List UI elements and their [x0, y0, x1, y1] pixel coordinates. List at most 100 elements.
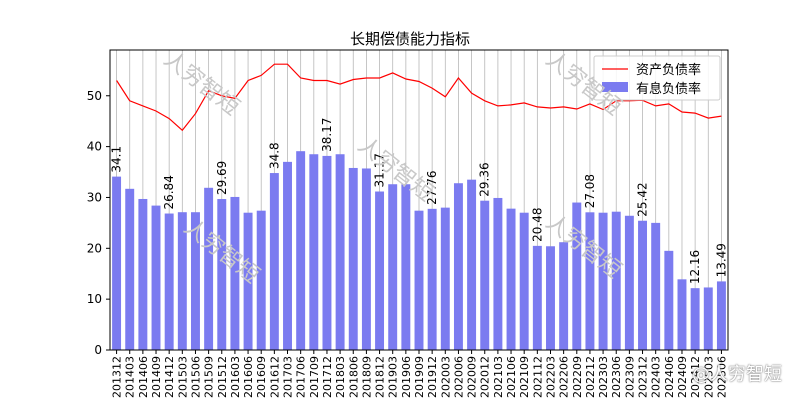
- y-tick-label: 30: [87, 190, 102, 204]
- x-tick-label: 202309: [623, 356, 636, 398]
- bar: [690, 288, 700, 350]
- x-tick-label: 202006: [452, 356, 465, 398]
- data-label: 29.36: [478, 162, 492, 196]
- x-tick-label: 202112: [531, 356, 544, 398]
- x-tick-label: 201412: [163, 356, 176, 398]
- series-line: [116, 63, 722, 132]
- x-tick-label: 201906: [400, 356, 413, 398]
- bar: [177, 212, 187, 350]
- data-label: 27.76: [425, 170, 439, 204]
- x-tick-label: 202212: [584, 356, 597, 398]
- data-label: 38.17: [320, 118, 334, 152]
- bar: [164, 213, 174, 350]
- x-tick-label: 202106: [505, 356, 518, 398]
- bar: [335, 154, 345, 350]
- bar: [467, 179, 477, 350]
- x-tick-label: 201706: [295, 356, 308, 398]
- bar: [269, 173, 279, 350]
- x-tick-label: 202012: [479, 356, 492, 398]
- data-label: 29.69: [215, 161, 229, 195]
- x-tick-label: 201912: [426, 356, 439, 398]
- bar: [125, 188, 135, 350]
- data-label: 26.84: [162, 175, 176, 209]
- y-tick-label: 20: [87, 241, 102, 255]
- bar: [427, 208, 437, 350]
- x-tick-label: 202203: [544, 356, 557, 398]
- bar: [243, 212, 253, 350]
- bar: [296, 151, 306, 350]
- legend-label: 有息负债率: [636, 81, 701, 97]
- bar: [309, 154, 319, 350]
- x-tick-label: 202109: [518, 356, 531, 398]
- x-tick-label: 201312: [111, 356, 124, 398]
- bar: [453, 183, 463, 350]
- x-tick-label: 202503: [702, 356, 715, 398]
- bar: [230, 196, 240, 350]
- bar: [190, 212, 200, 350]
- x-tick-label: 201909: [413, 356, 426, 398]
- data-label: 25.42: [636, 182, 650, 216]
- x-tick-label: 201409: [150, 356, 163, 398]
- legend-label: 资产负债率: [636, 62, 701, 78]
- bar: [716, 281, 726, 350]
- bar: [138, 198, 148, 350]
- bar: [624, 215, 634, 350]
- bar: [283, 161, 292, 350]
- x-tick-label: 201709: [308, 356, 321, 398]
- x-tick-label: 202209: [571, 356, 584, 398]
- chart-title: 长期偿债能力指标: [350, 30, 470, 48]
- bar: [348, 167, 358, 350]
- x-tick-label: 202506: [715, 356, 728, 398]
- bar: [414, 210, 424, 350]
- data-label: 20.48: [530, 208, 544, 242]
- axes: 0 10 20 30 40 50 201312 201403 201406 201409 20141…: [87, 49, 729, 398]
- legend-bar-swatch: [602, 82, 628, 92]
- x-tick-label: 201609: [255, 356, 268, 398]
- bar: [572, 202, 582, 350]
- x-tick-label: 201812: [374, 356, 387, 398]
- x-tick-label: 202009: [466, 356, 479, 398]
- bar: [651, 222, 661, 350]
- data-label: 34.1: [110, 146, 124, 173]
- data-label: 31.17: [373, 153, 387, 187]
- x-tick-label: 202303: [597, 356, 610, 398]
- x-tick-label: 202003: [439, 356, 452, 398]
- bar: [217, 199, 227, 350]
- data-label: 13.49: [714, 243, 728, 277]
- x-tick-label: 201809: [360, 356, 373, 398]
- x-tick-label: 201603: [229, 356, 242, 398]
- x-tick-label: 202412: [689, 356, 702, 398]
- bar: [506, 208, 516, 350]
- x-tick-label: 201703: [282, 356, 295, 398]
- data-label: 27.08: [583, 174, 597, 208]
- y-tick-label: 40: [87, 140, 102, 154]
- x-tick-label: 202206: [558, 356, 571, 398]
- x-tick-label: 201903: [387, 356, 400, 398]
- x-tick-label: 201512: [216, 356, 229, 398]
- bar: [546, 246, 555, 350]
- x-tick-label: 202403: [650, 356, 663, 398]
- bar: [664, 250, 674, 350]
- x-tick-label: 201803: [334, 356, 347, 398]
- x-tick-label: 201806: [347, 356, 360, 398]
- bar: [703, 287, 713, 350]
- bar: [204, 187, 214, 350]
- x-tick-label: 201509: [203, 356, 216, 398]
- x-tick-label: 201403: [124, 356, 137, 398]
- bar: [440, 207, 450, 350]
- x-tick-label: 201606: [242, 356, 255, 398]
- bar: [401, 184, 411, 350]
- bar: [151, 205, 161, 350]
- x-tick-label: 202406: [663, 356, 676, 398]
- x-tick-label: 202103: [492, 356, 505, 398]
- x-tick-label: 202409: [676, 356, 689, 398]
- x-tick-label: 201712: [321, 356, 334, 398]
- data-label: 12.16: [688, 250, 702, 284]
- bar-series: [112, 151, 726, 350]
- bar: [611, 211, 621, 350]
- bar: [677, 279, 687, 350]
- bar: [559, 242, 569, 350]
- bar: [112, 176, 122, 350]
- bar: [322, 155, 332, 350]
